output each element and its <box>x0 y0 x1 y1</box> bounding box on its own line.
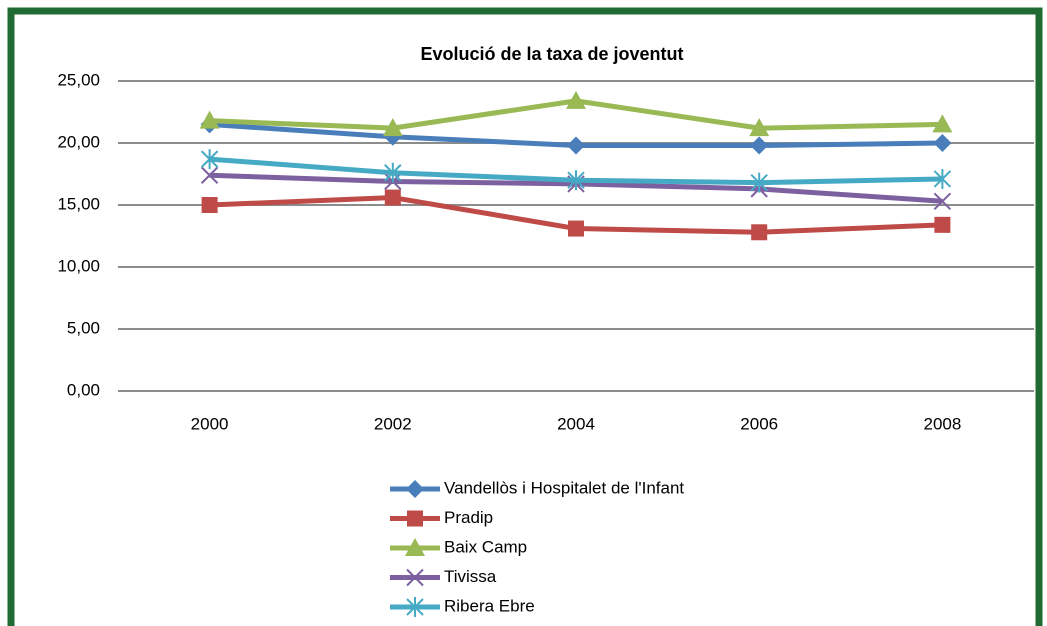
y-tick-label: 0,00 <box>67 380 100 399</box>
marker <box>567 170 585 191</box>
marker <box>384 162 402 183</box>
marker <box>567 136 585 155</box>
y-tick-label: 10,00 <box>57 256 100 275</box>
marker <box>200 149 219 170</box>
legend-label: Pradip <box>444 508 493 527</box>
y-tick-label: 25,00 <box>57 70 100 89</box>
marker <box>201 197 218 213</box>
marker <box>750 172 768 193</box>
marker <box>200 166 219 184</box>
y-tick-label: 20,00 <box>57 132 100 151</box>
marker <box>932 114 953 133</box>
marker <box>568 220 584 237</box>
marker <box>934 216 951 233</box>
marker <box>407 510 423 527</box>
marker <box>749 118 770 137</box>
x-tick-label: 2004 <box>557 414 595 433</box>
chart-title: Evolució de la taxa de joventut <box>420 44 683 64</box>
marker <box>406 480 424 498</box>
legend-label: Baix Camp <box>444 537 527 556</box>
marker <box>933 168 952 189</box>
y-tick-label: 15,00 <box>57 194 100 213</box>
frame <box>7 7 1043 626</box>
marker <box>406 568 424 587</box>
marker <box>405 538 425 556</box>
marker <box>199 110 220 129</box>
x-tick-label: 2000 <box>191 414 229 433</box>
marker <box>751 224 768 241</box>
x-tick-label: 2006 <box>740 414 778 433</box>
marker <box>750 136 769 155</box>
y-tick-label: 5,00 <box>67 318 100 337</box>
legend-label: Ribera Ebre <box>444 596 535 615</box>
marker <box>933 192 952 210</box>
marker <box>566 90 586 109</box>
x-tick-label: 2002 <box>374 414 412 433</box>
x-tick-label: 2008 <box>923 414 961 433</box>
marker <box>382 118 403 137</box>
marker <box>406 597 424 617</box>
legend-label: Tivissa <box>444 567 497 586</box>
marker <box>933 134 952 152</box>
legend-label: Vandellòs i Hospitalet de l'Infant <box>444 478 684 497</box>
marker <box>384 189 401 206</box>
